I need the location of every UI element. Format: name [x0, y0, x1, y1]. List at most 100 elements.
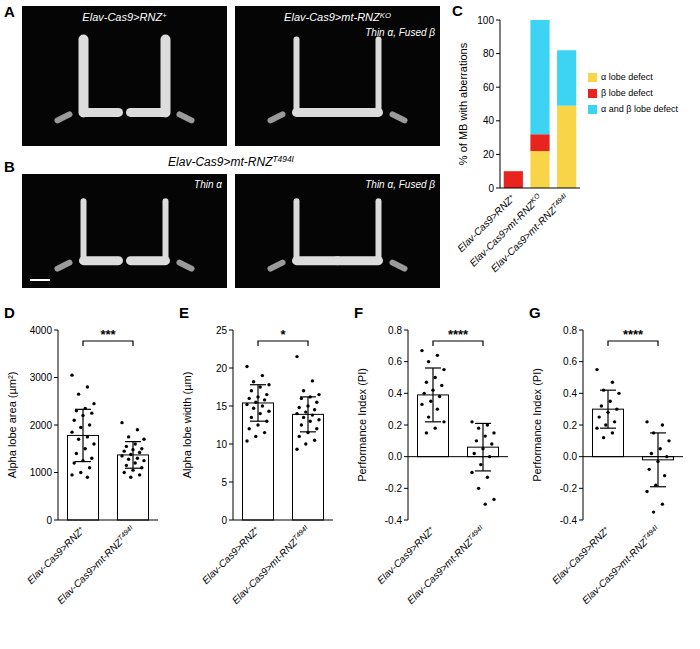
data-point	[75, 452, 78, 455]
panel-letter: C	[452, 2, 463, 19]
y-tick-label: 0.8	[563, 325, 577, 336]
micrograph	[235, 174, 440, 288]
data-point	[615, 407, 618, 410]
y-axis-title: % of MB with aberrations	[457, 42, 469, 165]
data-point	[298, 406, 301, 409]
data-point	[248, 427, 251, 430]
bar-segment	[530, 20, 549, 134]
data-point	[442, 368, 445, 371]
data-point	[300, 423, 303, 426]
data-point	[317, 418, 320, 421]
data-point	[648, 468, 651, 471]
y-axis-title: Performance Index (PI)	[531, 368, 543, 482]
data-point	[302, 416, 305, 419]
error-bar-cap	[425, 367, 441, 368]
error-bar-cap	[475, 470, 491, 471]
data-point	[425, 431, 428, 434]
x-axis	[58, 520, 158, 521]
data-point	[663, 474, 666, 477]
y-tick	[579, 330, 583, 331]
y-tick	[404, 393, 408, 394]
data-point	[90, 411, 93, 414]
text-part: Elav-Cas9>mt-RNZ	[230, 536, 300, 606]
y-tick	[496, 120, 500, 121]
error-bar-cap	[300, 396, 316, 397]
y-tick-label: 0.4	[563, 388, 577, 399]
marks	[418, 349, 499, 506]
error-bar	[650, 433, 666, 487]
y-tick	[229, 520, 233, 521]
data-point	[123, 471, 126, 474]
data-point	[256, 423, 259, 426]
data-point	[136, 457, 139, 460]
panel-letter: E	[179, 304, 189, 321]
data-point	[261, 374, 264, 377]
y-tick	[579, 361, 583, 362]
data-point	[313, 439, 316, 442]
data-point	[245, 365, 248, 368]
bar-segment	[504, 171, 523, 172]
data-point	[479, 463, 482, 466]
y-tick	[404, 361, 408, 362]
significance-label: ****	[448, 327, 469, 342]
error-bar-cap	[75, 409, 91, 410]
y-tick	[496, 188, 500, 189]
y-tick	[404, 488, 408, 489]
micrograph	[22, 174, 227, 288]
data-point	[609, 400, 612, 403]
image-note: Thin α, Fused β	[365, 179, 435, 190]
y-tick-label: 0.0	[563, 451, 577, 462]
error-bar	[475, 423, 491, 471]
micrograph	[235, 6, 440, 146]
beta-lobe	[84, 256, 119, 265]
chart-G: G-0.4-0.20.00.20.40.60.8Performance Inde…	[529, 304, 683, 606]
data-point	[134, 442, 137, 445]
data-point	[127, 458, 130, 461]
data-point	[602, 436, 605, 439]
data-point	[134, 461, 137, 464]
data-point	[436, 407, 439, 410]
data-point	[477, 426, 480, 429]
data-point	[123, 449, 126, 452]
data-point	[90, 457, 93, 460]
data-point	[84, 447, 87, 450]
legend-swatch	[588, 105, 597, 114]
data-point	[79, 426, 82, 429]
error-bar-cap	[600, 428, 616, 429]
y-tick-label: 100	[477, 15, 494, 26]
y-tick-label: 0	[221, 515, 227, 526]
panel-letter: F	[354, 304, 363, 321]
error-bar-cap	[425, 421, 441, 422]
y-tick	[404, 425, 408, 426]
peduncle	[393, 263, 405, 269]
superscript: +	[251, 524, 259, 532]
data-point	[595, 426, 598, 429]
beta-lobe	[84, 108, 119, 117]
x-axis	[408, 456, 508, 457]
text-part: Elav-Cas9>mt-RNZ	[405, 536, 475, 606]
data-point	[302, 389, 305, 392]
data-point	[140, 447, 143, 450]
data-point	[652, 510, 655, 513]
y-tick	[229, 368, 233, 369]
superscript: T494I	[272, 154, 294, 164]
marks	[68, 373, 149, 520]
data-point	[304, 442, 307, 445]
y-axis	[233, 330, 234, 520]
error-bar-stem	[82, 409, 83, 461]
chart-F: F-0.4-0.20.00.20.40.60.8Performance Inde…	[354, 304, 508, 606]
y-tick-label: 80	[483, 48, 495, 59]
data-point	[142, 438, 145, 441]
y-tick-label: 0.4	[388, 388, 402, 399]
data-point	[261, 404, 264, 407]
superscript: +	[426, 524, 434, 532]
scale-bar	[30, 279, 50, 281]
data-point	[120, 454, 123, 457]
data-point	[92, 442, 95, 445]
x-axis	[233, 520, 333, 521]
data-point	[250, 416, 253, 419]
data-point	[92, 402, 95, 405]
marks	[593, 368, 674, 514]
bar-segment	[557, 106, 576, 188]
data-point	[263, 398, 266, 401]
